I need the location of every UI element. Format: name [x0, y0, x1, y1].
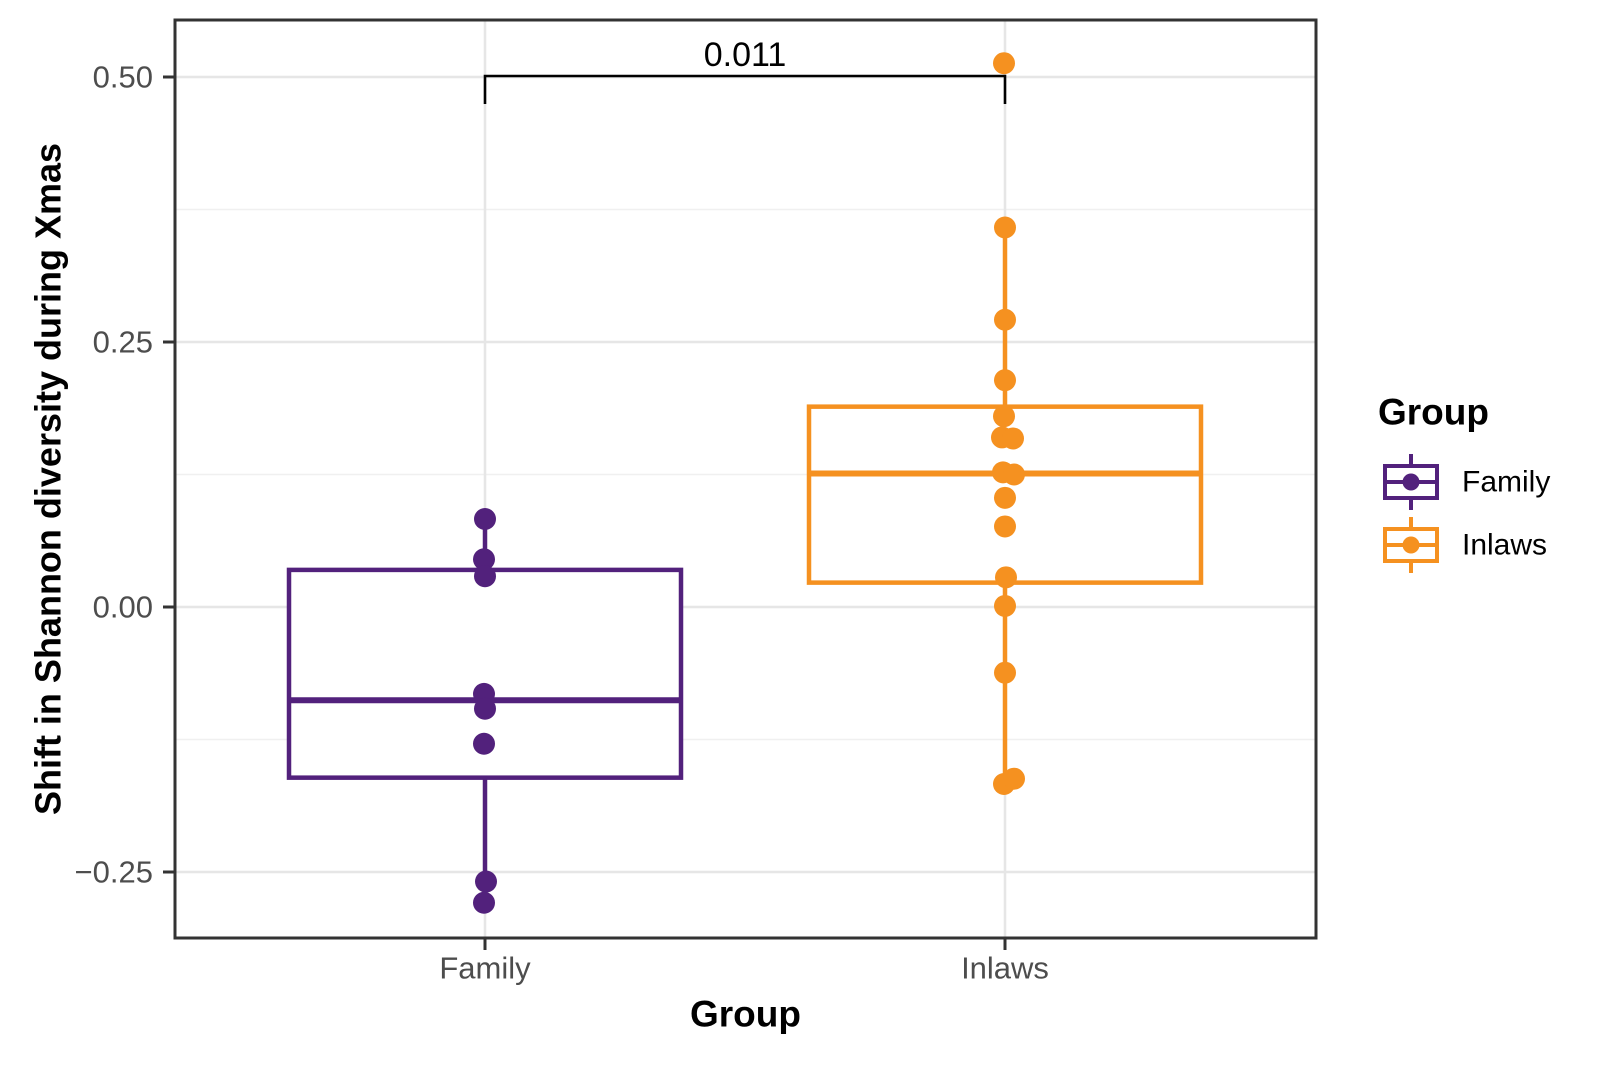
y-axis: 0.50 0.25 0.00 −0.25: [75, 60, 175, 890]
y-tick-label: −0.25: [75, 855, 153, 890]
inlaws-boxplot: [806, 52, 1204, 796]
inlaws-data-point: [994, 661, 1016, 684]
panel-border: [173, 18, 1318, 940]
inlaws-data-point: [994, 515, 1016, 538]
x-axis: Family Inlaws: [439, 938, 1049, 986]
inlaws-data-point: [1003, 463, 1025, 486]
family-data-point: [475, 870, 497, 893]
inlaws-points: [991, 52, 1025, 796]
legend-boxplot-icon-dot: [1402, 473, 1420, 491]
inlaws-data-point: [994, 486, 1016, 509]
legend-label: Inlaws: [1462, 529, 1547, 562]
family-data-point: [474, 697, 496, 720]
family-data-point: [474, 565, 496, 588]
inlaws-data-point: [994, 594, 1016, 617]
significance-bracket: [483, 74, 1007, 104]
y-tick-label: 0.50: [93, 60, 153, 95]
legend-entry-inlaws: Inlaws: [1383, 517, 1547, 573]
y-tick-label: 0.00: [93, 590, 153, 625]
x-tick-label: Inlaws: [961, 951, 1049, 986]
inlaws-data-point: [993, 52, 1015, 75]
inlaws-data-point: [993, 405, 1015, 428]
legend-label: Family: [1462, 466, 1550, 499]
inlaws-data-point: [1002, 427, 1024, 450]
family-data-point: [473, 891, 495, 914]
legend-boxplot-icon-dot: [1402, 536, 1420, 554]
legend: Group Family Inlaws: [1378, 392, 1550, 573]
x-axis-title: Group: [690, 994, 801, 1035]
legend-entry-family: Family: [1383, 454, 1550, 510]
x-tick-label: Family: [439, 951, 531, 986]
legend-title: Group: [1378, 392, 1489, 433]
inlaws-data-point: [994, 369, 1016, 392]
family-data-point: [474, 508, 496, 531]
significance-label: 0.011: [704, 36, 787, 74]
inlaws-data-point: [994, 308, 1016, 331]
inlaws-data-point: [995, 566, 1017, 589]
family-data-point: [473, 732, 495, 755]
y-tick-label: 0.25: [93, 325, 153, 360]
y-axis-title: Shift in Shannon diversity during Xmas: [28, 143, 69, 815]
inlaws-data-point: [1003, 767, 1025, 790]
family-points: [473, 508, 497, 914]
family-data-point: [473, 548, 495, 571]
family-boxplot: [286, 508, 684, 914]
inlaws-data-point: [994, 216, 1016, 239]
